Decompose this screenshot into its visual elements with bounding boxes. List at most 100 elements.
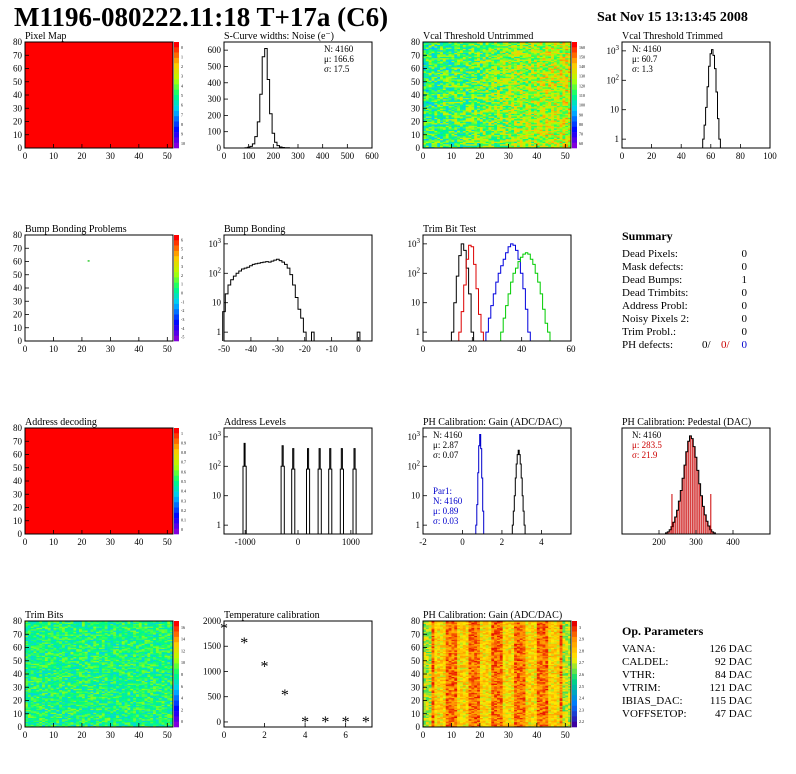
op-param-row: VOFFSETOP:47 DAC bbox=[622, 708, 752, 721]
summary-value: 0 bbox=[742, 313, 748, 326]
op-param-value: 84 DAC bbox=[715, 669, 752, 682]
palette-label: 2.8 bbox=[579, 648, 584, 653]
op-parameters-title: Op. Parameters bbox=[622, 624, 752, 639]
palette-label: 4 bbox=[181, 255, 183, 260]
palette-label: 0.5 bbox=[181, 479, 186, 484]
palette-cell bbox=[572, 127, 577, 133]
x-tick-label: 10 bbox=[49, 344, 59, 354]
x-tick-label: 80 bbox=[736, 151, 746, 161]
y-tick-label: 10 bbox=[411, 130, 421, 140]
hist-series-0 bbox=[512, 450, 526, 534]
palette-label: 2.3 bbox=[579, 707, 584, 712]
y-tick-label: 30 bbox=[411, 103, 421, 113]
palette-label: 6 bbox=[181, 684, 183, 689]
y-tick-label: 30 bbox=[13, 489, 23, 499]
palette-cell bbox=[174, 283, 179, 289]
palette-label: 2 bbox=[181, 273, 183, 278]
palette-cell bbox=[174, 444, 179, 450]
palette-label: 0.3 bbox=[181, 498, 186, 503]
x-tick-label: 30 bbox=[106, 537, 116, 547]
x-tick-label: 50 bbox=[561, 730, 571, 740]
page-title: M1196-080222.11:18 T+17a (C6) bbox=[14, 2, 388, 33]
hist-series-0 bbox=[242, 443, 357, 534]
x-tick-label: 20 bbox=[647, 151, 657, 161]
op-param-row: VTRIM:121 DAC bbox=[622, 682, 752, 695]
palette-label: 0.8 bbox=[181, 450, 186, 455]
summary-row: Dead Bumps:1 bbox=[622, 274, 747, 287]
chart-title: Bump Bonding bbox=[224, 224, 285, 235]
x-tick-label: 40 bbox=[532, 730, 542, 740]
palette-cell bbox=[174, 711, 179, 717]
palette-label: 2 bbox=[181, 64, 183, 69]
y-tick-label: 70 bbox=[13, 243, 23, 253]
palette-cell bbox=[174, 663, 179, 669]
y-tick-label: 10 bbox=[610, 105, 620, 115]
stats-line: N: 4160 bbox=[632, 430, 662, 440]
palette-cell bbox=[572, 716, 577, 722]
y-tick-label: 60 bbox=[13, 450, 23, 460]
plot-frame bbox=[25, 235, 173, 341]
palette-label: 130 bbox=[579, 74, 585, 79]
palette-cell bbox=[572, 111, 577, 117]
y-tick-label: 1 bbox=[217, 520, 222, 530]
stats-line: Par1: bbox=[433, 486, 452, 496]
y-tick-label: 50 bbox=[13, 463, 23, 473]
y-tick-label: 70 bbox=[411, 629, 421, 639]
x-tick-label: 4 bbox=[539, 537, 544, 547]
y-tick-label: 600 bbox=[208, 45, 222, 55]
palette-label: 0.9 bbox=[181, 440, 186, 445]
palette-cell bbox=[174, 481, 179, 487]
x-tick-label: 60 bbox=[567, 344, 577, 354]
heatmap-fill bbox=[25, 428, 173, 534]
scatter-point: * bbox=[342, 714, 350, 731]
y-tick-label: 102 bbox=[408, 459, 421, 471]
palette-cell bbox=[174, 84, 179, 90]
y-tick-label: 200 bbox=[208, 110, 222, 120]
palette-cell bbox=[174, 428, 179, 434]
palette-cell bbox=[174, 706, 179, 712]
palette-label: 3 bbox=[579, 625, 581, 630]
x-tick-label: 0 bbox=[296, 537, 301, 547]
y-tick-label: 500 bbox=[208, 692, 222, 702]
x-tick-label: 300 bbox=[291, 151, 305, 161]
palette-label: 10 bbox=[181, 141, 185, 146]
y-tick-label: 10 bbox=[13, 709, 23, 719]
x-tick-label: 30 bbox=[106, 151, 116, 161]
y-tick-label: 20 bbox=[411, 696, 421, 706]
stats-line: σ: 21.9 bbox=[632, 450, 658, 460]
scatter-point: * bbox=[301, 714, 309, 731]
y-tick-label: 20 bbox=[13, 310, 23, 320]
palette-cell bbox=[572, 58, 577, 64]
x-tick-label: -1000 bbox=[235, 537, 256, 547]
x-tick-label: 0 bbox=[421, 344, 426, 354]
x-tick-label: 0 bbox=[356, 344, 361, 354]
x-tick-label: 10 bbox=[49, 537, 59, 547]
x-tick-label: 100 bbox=[242, 151, 256, 161]
palette-cell bbox=[174, 272, 179, 278]
y-tick-label: 70 bbox=[411, 50, 421, 60]
op-parameters-table: Op. Parameters VANA:126 DAC CALDEL:92 DA… bbox=[622, 624, 752, 721]
palette-cell bbox=[572, 679, 577, 685]
x-tick-label: 300 bbox=[689, 537, 703, 547]
palette-cell bbox=[174, 116, 179, 122]
summary-label: Dead Bumps: bbox=[622, 274, 682, 287]
palette-cell bbox=[174, 523, 179, 529]
x-tick-label: 30 bbox=[504, 151, 514, 161]
palette-cell bbox=[174, 690, 179, 696]
palette-label: 16 bbox=[181, 625, 185, 630]
palette-cell bbox=[174, 143, 179, 149]
palette-cell bbox=[572, 63, 577, 69]
palette-cell bbox=[174, 648, 179, 654]
palette-cell bbox=[174, 497, 179, 503]
palette-label: 2.7 bbox=[579, 660, 584, 665]
y-tick-label: 40 bbox=[411, 669, 421, 679]
palette-cell bbox=[174, 246, 179, 252]
y-tick-label: 70 bbox=[13, 629, 23, 639]
plot-frame bbox=[224, 235, 372, 341]
x-tick-label: 50 bbox=[561, 151, 571, 161]
palette-label: 110 bbox=[579, 93, 585, 98]
y-tick-label: 1 bbox=[416, 520, 421, 530]
y-tick-label: 40 bbox=[13, 283, 23, 293]
